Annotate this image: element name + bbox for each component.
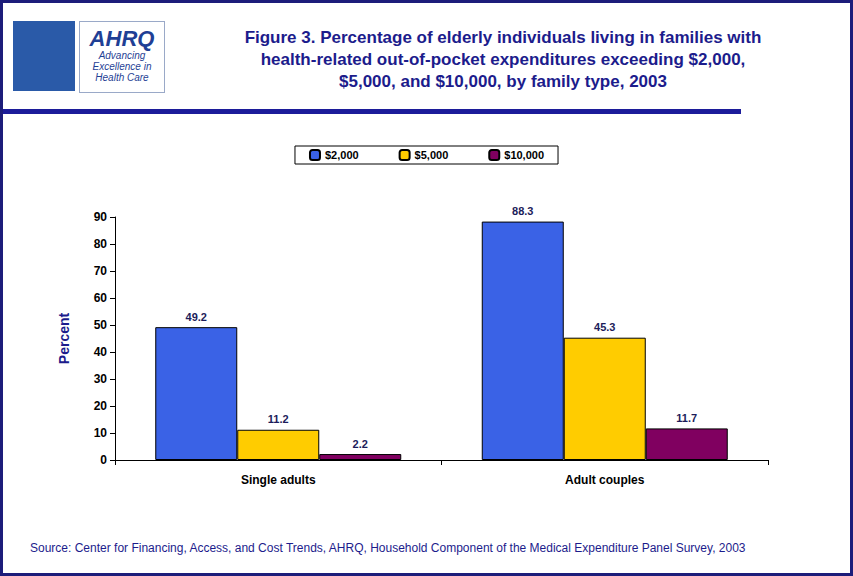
html-text:Figure 3. Percentage of elderl: Figure 3. Percentage of elderly individu… bbox=[244, 28, 762, 91]
svg-text:70: 70 bbox=[94, 264, 108, 278]
html-text:Source: Center for Financing,: Source: Center for Financing, Access, an… bbox=[30, 541, 746, 555]
svg-text:30: 30 bbox=[94, 372, 108, 386]
svg-text:40: 40 bbox=[94, 345, 108, 359]
svg-text:49.2: 49.2 bbox=[186, 311, 207, 323]
html-text:Advancing Excellence in Health: Advancing Excellence in Health Care bbox=[92, 50, 152, 83]
svg-text:$5,000: $5,000 bbox=[415, 149, 449, 161]
svg-text:50: 50 bbox=[94, 318, 108, 332]
svg-text:Percent: Percent bbox=[56, 312, 72, 364]
svg-text:2.2: 2.2 bbox=[353, 438, 368, 450]
svg-text:90: 90 bbox=[94, 210, 108, 224]
svg-text:$10,000: $10,000 bbox=[504, 149, 544, 161]
svg-text:10: 10 bbox=[94, 426, 108, 440]
svg-text:$2,000: $2,000 bbox=[325, 149, 359, 161]
svg-text:0: 0 bbox=[100, 453, 107, 467]
html-text:AHRQ: AHRQ bbox=[89, 26, 155, 51]
svg-text:45.3: 45.3 bbox=[594, 321, 615, 333]
svg-text:80: 80 bbox=[94, 237, 108, 251]
svg-text:Adult couples: Adult couples bbox=[565, 473, 645, 487]
svg-text:20: 20 bbox=[94, 399, 108, 413]
svg-text:11.7: 11.7 bbox=[676, 412, 697, 424]
svg-text:Single adults: Single adults bbox=[241, 473, 316, 487]
svg-text:11.2: 11.2 bbox=[268, 413, 289, 425]
svg-text:60: 60 bbox=[94, 291, 108, 305]
svg-text:88.3: 88.3 bbox=[512, 205, 533, 217]
